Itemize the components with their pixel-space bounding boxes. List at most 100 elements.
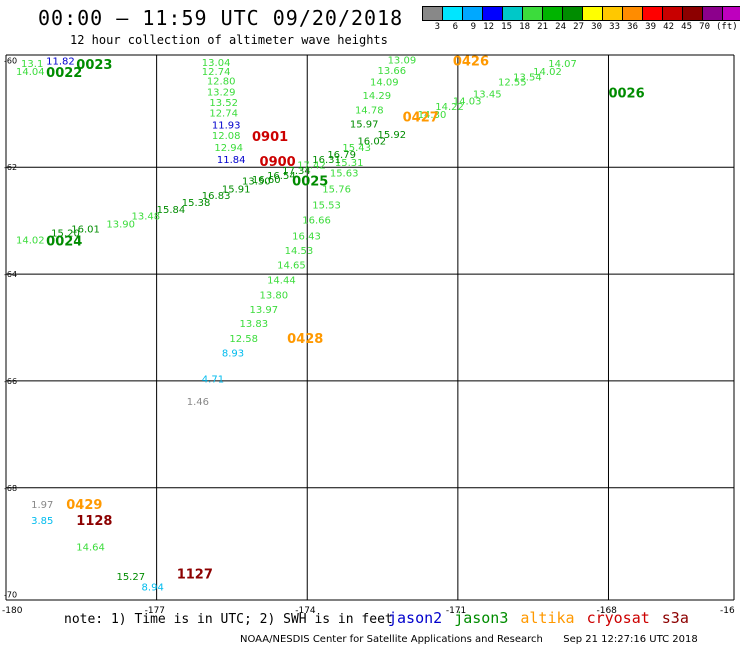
wave-height-label: 15.20 [51,228,80,239]
wave-height-label: 17.34 [282,166,311,177]
satellite-jason2: jason2 [388,609,443,627]
wave-height-label: 8.93 [222,349,244,360]
pass-time-label: 0025 [292,175,328,190]
wave-height-label: 14.07 [548,59,577,70]
y-tick-label: -70 [4,591,17,600]
wave-height-label: 13.45 [473,89,502,100]
legend-label: 18 [519,22,530,32]
wave-height-label: 14.02 [16,235,45,246]
y-tick-label: -60 [4,56,17,65]
wave-height-label: 16.83 [202,191,231,202]
wave-height-label: 16.54 [267,171,296,182]
wave-height-label: 13.83 [239,319,268,330]
footer-credit: NOAA/NESDIS Center for Satellite Applica… [240,634,698,645]
legend-label: 36 [627,22,638,32]
pass-time-label: 0429 [66,498,102,513]
legend-label: 45 [681,22,692,32]
pass-time-label: 0022 [46,66,82,81]
wave-height-label: 3.85 [31,516,53,527]
wave-height-label: 13.97 [250,305,279,316]
pass-time-label: 0024 [46,234,82,249]
legend-label: 21 [537,22,548,32]
legend-label: 12 [483,22,494,32]
wave-height-label: 1.97 [31,500,53,511]
wave-height-label: 12.08 [212,131,241,142]
wave-labels: 11.8213.114.0413.0412.7412.8013.2913.521… [16,55,577,593]
wave-height-label: 14.53 [285,246,314,257]
wave-height-label: 14.30 [418,110,447,121]
wave-height-label: 11.84 [217,155,246,166]
y-tick-label: -62 [4,163,17,172]
wave-height-label: 12.55 [498,78,527,89]
satellite-altika: altika [520,609,575,627]
wave-height-label: 16.01 [71,225,100,236]
wave-height-label: 16.43 [292,232,321,243]
map-title: 00:00 – 11:59 UTC 09/20/2018 [38,6,404,30]
wave-height-label: 14.02 [533,67,562,78]
wave-height-label: 14.29 [362,91,391,102]
wave-height-label: 16.79 [327,150,356,161]
wave-height-label: 16.31 [312,155,341,166]
wave-height-label: 15.27 [116,572,145,583]
wave-height-label: 12.80 [207,77,236,88]
wave-height-label: 14.04 [16,67,45,78]
wave-height-label: 15.43 [342,143,371,154]
wave-height-label: 13.66 [378,66,407,77]
wave-height-label: 16.66 [302,216,331,227]
legend-label: 39 [645,22,656,32]
y-tick-label: -66 [4,377,17,386]
wave-height-label: 12.74 [202,67,231,78]
color-scale-legend [422,6,740,21]
pass-time-label: 0026 [608,86,644,101]
pass-time-label: 1128 [76,514,112,529]
legend-label: 3 [434,22,440,32]
wave-height-label: 13.1 [21,59,43,70]
wave-height-label: 13.04 [202,58,231,69]
wave-height-label: 16.02 [357,136,386,147]
x-tick-label: -16 [720,606,735,616]
wave-height-label: 13.90 [106,219,135,230]
footer-note: note: 1) Time is in UTC; 2) SWH is in fe… [64,612,393,627]
color-scale-labels: 3 6 9 12 15 18 21 24 27 30 33 36 39 42 45 70 [422,22,710,32]
footer-timestamp: Sep 21 12:27:16 UTC 2018 [563,634,698,645]
wave-height-label: 17.42 [297,161,326,172]
pass-time-label: 0428 [287,332,323,347]
y-tick-label: -64 [4,270,17,279]
legend-label: 70 [699,22,710,32]
wave-height-label: 15.53 [312,201,341,212]
pass-time-label: 0023 [76,58,112,73]
pass-time-label: 1127 [177,567,213,582]
x-tick-label: -180 [2,606,23,616]
wave-height-label: 16.60 [252,175,281,186]
wave-height-label: 13.29 [207,87,236,98]
wave-height-label: 15.76 [322,185,351,196]
x-tick-label: -174 [295,606,316,616]
satellite-cryosat: cryosat [586,609,650,627]
wave-height-label: 1.46 [187,397,209,408]
wave-height-label: 14.64 [76,543,105,554]
credit-text: NOAA/NESDIS Center for Satellite Applica… [240,634,543,645]
legend-label: 42 [663,22,674,32]
pass-time-label: 0427 [403,110,439,125]
wave-height-label: 14.65 [277,260,306,271]
wave-height-label: 12.94 [214,143,243,154]
satellite-jason3: jason3 [454,609,509,627]
legend-label: 30 [591,22,602,32]
satellite-s3a: s3a [661,609,689,627]
legend-label: 24 [555,22,566,32]
map-subtitle: 12 hour collection of altimeter wave hei… [70,33,388,47]
wave-height-label: 15.31 [335,158,364,169]
satellite-legend: jason2 jason3 altika cryosat s3a [388,609,701,627]
wave-height-label: 11.93 [212,120,241,131]
wave-height-label: 14.03 [453,96,482,107]
wave-height-label: 15.92 [378,130,407,141]
legend-label: 9 [470,22,476,32]
wave-height-label: 13.50 [242,177,271,188]
color-scale-unit: (ft) [716,22,738,32]
wave-height-label: 12.74 [209,109,238,120]
wave-height-label: 15.91 [222,185,251,196]
y-tick-label: -68 [4,484,17,493]
pass-time-label: 0426 [453,54,489,69]
